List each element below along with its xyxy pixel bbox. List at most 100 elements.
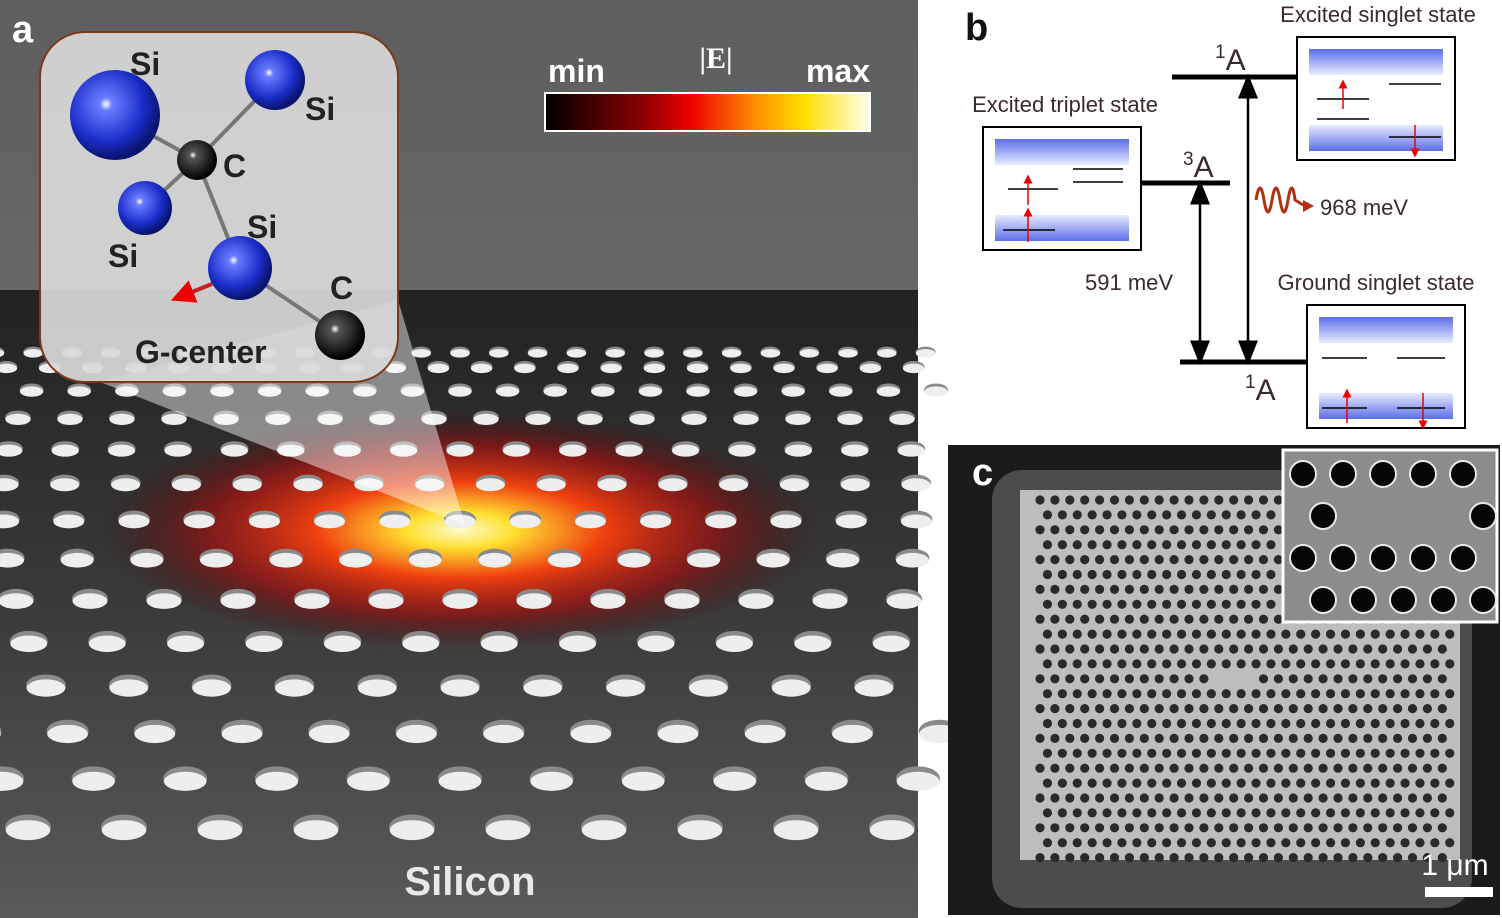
sem-hole [1109, 853, 1120, 863]
sem-hole [1221, 540, 1231, 550]
hole-wall [816, 363, 838, 374]
sem-hole [1244, 793, 1254, 803]
sem-hole [1109, 733, 1120, 744]
sem-hole [1147, 838, 1157, 848]
sem-hole [1199, 555, 1209, 565]
sem-hole [1080, 495, 1090, 505]
sem-hole [1124, 823, 1134, 833]
sem-hole [1236, 540, 1246, 550]
sem-hole [1169, 525, 1179, 535]
sem-hole [1229, 853, 1239, 863]
sem-hole [1311, 718, 1321, 729]
sem-hole [1199, 704, 1209, 714]
hole-wall [210, 386, 234, 397]
sem-hole [1370, 778, 1380, 788]
colorbar [544, 92, 871, 132]
hole-wall [402, 635, 440, 652]
sem-hole [1400, 629, 1410, 639]
sem-hole [1132, 718, 1142, 729]
sem-hole [1437, 644, 1447, 654]
atom-label: Si [305, 91, 335, 127]
sem-hole [1303, 644, 1313, 654]
hole-wall [390, 444, 418, 457]
sem-hole [1437, 704, 1447, 714]
sem-hole [1281, 659, 1291, 669]
sem-hole [1065, 584, 1075, 595]
field-glow [100, 410, 820, 650]
sem-hole [1080, 853, 1090, 863]
sem-hole [1154, 853, 1164, 863]
colorbar-quantity: |E| [699, 42, 732, 75]
hole-wall [570, 724, 612, 744]
sem-hole [1340, 629, 1351, 639]
sem-hole [1437, 793, 1447, 803]
sem-hole [1273, 584, 1283, 595]
atom-label: C [330, 270, 353, 306]
sem-hole [1147, 599, 1157, 609]
hole-wall [88, 635, 126, 652]
sem-hole [1407, 733, 1418, 744]
hole-wall [444, 514, 476, 529]
zoom-hole [1369, 544, 1397, 572]
sem-hole [1184, 644, 1194, 654]
sem-hole [1214, 644, 1224, 654]
hole-wall [483, 724, 524, 744]
sem-hole [1393, 763, 1403, 773]
sem-hole [1236, 748, 1246, 758]
sem-hole [1206, 569, 1216, 580]
hole-wall [389, 820, 435, 841]
sem-hole [1184, 674, 1194, 684]
sem-hole [1340, 718, 1351, 729]
displacement-arrow [170, 280, 213, 303]
sem-hole [1318, 823, 1328, 833]
zoom-hole [1449, 544, 1477, 572]
sem-hole [1415, 838, 1425, 848]
zoom-hole [1329, 544, 1357, 572]
sem-hole [1176, 659, 1187, 669]
sem-hole [1340, 808, 1351, 818]
sem-hole [1080, 823, 1090, 833]
sem-hole [1065, 644, 1075, 654]
sem-hole [1251, 748, 1261, 758]
sem-hole [1102, 629, 1112, 639]
sem-hole [1244, 763, 1254, 773]
sem-hole [1221, 659, 1231, 669]
sem-hole [1109, 525, 1120, 535]
sem-hole [1266, 629, 1276, 639]
atom-label: Si [108, 238, 138, 274]
sem-hole [1430, 659, 1440, 669]
sem-hole [1035, 823, 1045, 833]
hole-wall [269, 552, 303, 568]
hole-wall [72, 771, 115, 791]
hole-wall [357, 679, 397, 697]
sem-hole [1251, 778, 1261, 788]
hole-wall [19, 386, 44, 397]
sem-hole [1057, 808, 1067, 818]
sem-hole [1221, 808, 1231, 818]
sem-hole [1363, 823, 1373, 833]
sem-hole [1214, 793, 1224, 803]
sem-hole [1139, 733, 1149, 744]
sem-hole [1266, 510, 1276, 520]
hole-wall [109, 413, 135, 425]
sem-hole [1288, 733, 1298, 744]
sem-hole [1191, 778, 1202, 788]
hole-wall [773, 363, 795, 374]
sem-hole [1050, 674, 1060, 684]
sem-hole [1176, 540, 1187, 550]
sem-hole [1244, 704, 1254, 714]
sem-hole [1199, 644, 1209, 654]
sem-hole [1162, 569, 1172, 580]
sem-hole [1266, 718, 1276, 729]
hole-wall [108, 444, 136, 457]
sem-hole [1147, 569, 1157, 580]
sem-hole [1191, 629, 1202, 639]
level-letter: A [1194, 151, 1214, 184]
hole-wall [615, 444, 643, 457]
transition-label: 591 meV [1085, 270, 1173, 295]
sem-hole [1206, 778, 1216, 788]
hole-wall [785, 413, 811, 425]
sem-hole [1102, 689, 1112, 699]
sem-hole [1214, 584, 1224, 595]
sem-hole [1065, 704, 1075, 714]
